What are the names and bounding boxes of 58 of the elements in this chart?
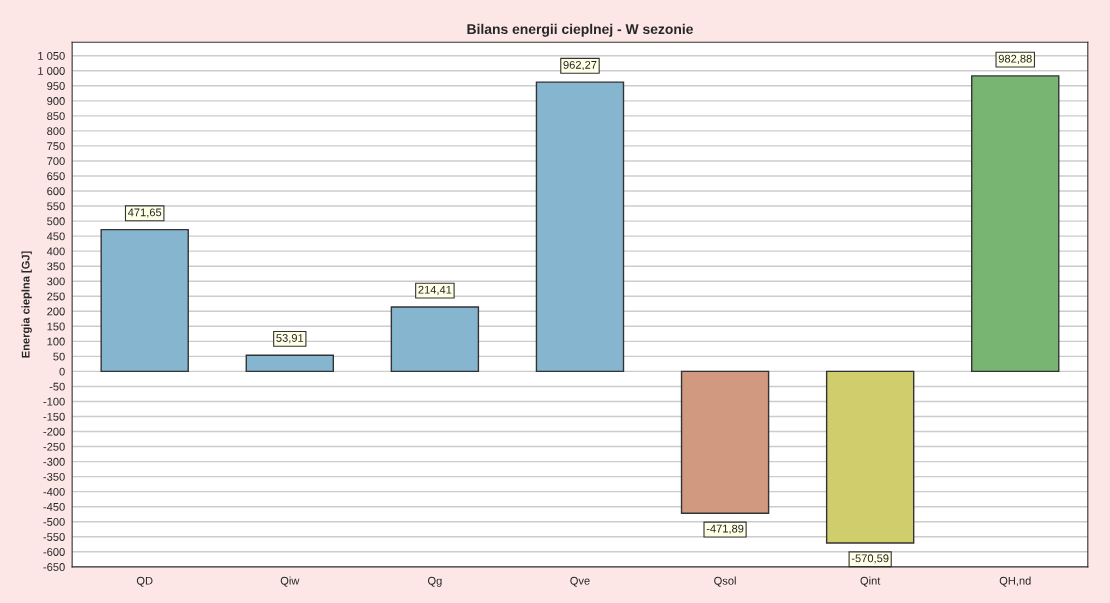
y-tick-label: 550	[47, 202, 65, 211]
y-tick-label: 100	[47, 337, 65, 346]
bar	[680, 370, 770, 514]
x-tick-label: Qint	[860, 576, 881, 587]
x-tick-label: QD	[136, 576, 153, 587]
y-tick-label: 0	[59, 367, 65, 376]
x-tick-label: Qiw	[280, 576, 300, 587]
bar	[390, 306, 480, 373]
y-tick-label: 600	[47, 187, 65, 196]
y-tick-label: 400	[46, 247, 65, 256]
y-tick-label: -550	[43, 533, 65, 541]
y-tick-label: 800	[47, 127, 65, 136]
y-tick-label: 250	[47, 292, 65, 301]
y-tick-label: 850	[47, 112, 65, 120]
y-tick-label: 650	[47, 172, 65, 181]
y-tick-label: -500	[43, 517, 65, 526]
bar	[971, 75, 1060, 373]
y-tick-label: -100	[43, 397, 65, 406]
y-tick-label: -200	[43, 427, 65, 436]
y-tick-label: 1 000	[38, 67, 65, 75]
data-label: 214,41	[418, 285, 452, 295]
y-tick-label: 750	[47, 142, 65, 151]
y-tick-label: 500	[47, 217, 65, 226]
y-tick-label: 150	[47, 322, 65, 331]
data-label: -471,89	[706, 524, 744, 534]
y-tick-label: -350	[43, 472, 65, 481]
bar	[245, 354, 335, 373]
y-tick-label: 1 050	[38, 52, 65, 60]
bar	[535, 81, 625, 373]
x-tick-label: Qve	[570, 576, 590, 587]
bar	[825, 370, 915, 544]
y-tick-label: 450	[46, 232, 65, 241]
y-tick-label: -400	[43, 487, 65, 496]
data-label: -570,59	[851, 554, 889, 564]
y-tick-label: -600	[43, 548, 65, 556]
x-tick-label: Qsol	[714, 576, 736, 587]
y-tick-label: 200	[47, 307, 65, 316]
y-tick-label: -650	[43, 563, 65, 571]
data-label: 471,65	[127, 208, 162, 218]
y-tick-label: -300	[43, 457, 65, 466]
x-tick-label: QH,nd	[999, 576, 1031, 587]
y-tick-label: 900	[47, 97, 65, 105]
data-label: 982,88	[998, 54, 1032, 64]
data-label: 53,91	[276, 334, 304, 344]
y-tick-label: 350	[47, 262, 65, 271]
y-tick-label: -450	[43, 502, 65, 511]
y-tick-label: -250	[43, 442, 65, 451]
y-tick-label: 300	[47, 277, 65, 286]
bar	[100, 228, 189, 373]
y-axis-title: Energia cieplna [GJ]	[21, 251, 32, 358]
data-label: 962,27	[563, 60, 597, 71]
y-tick-label: -150	[43, 412, 65, 421]
y-tick-label: -50	[49, 382, 65, 391]
x-tick-label: Qg	[428, 576, 442, 587]
y-tick-label: 700	[47, 157, 65, 166]
y-tick-label: 50	[53, 352, 65, 361]
y-tick-label: 950	[47, 82, 65, 90]
chart-title: Bilans energii cieplnej - W sezonie	[467, 23, 693, 37]
